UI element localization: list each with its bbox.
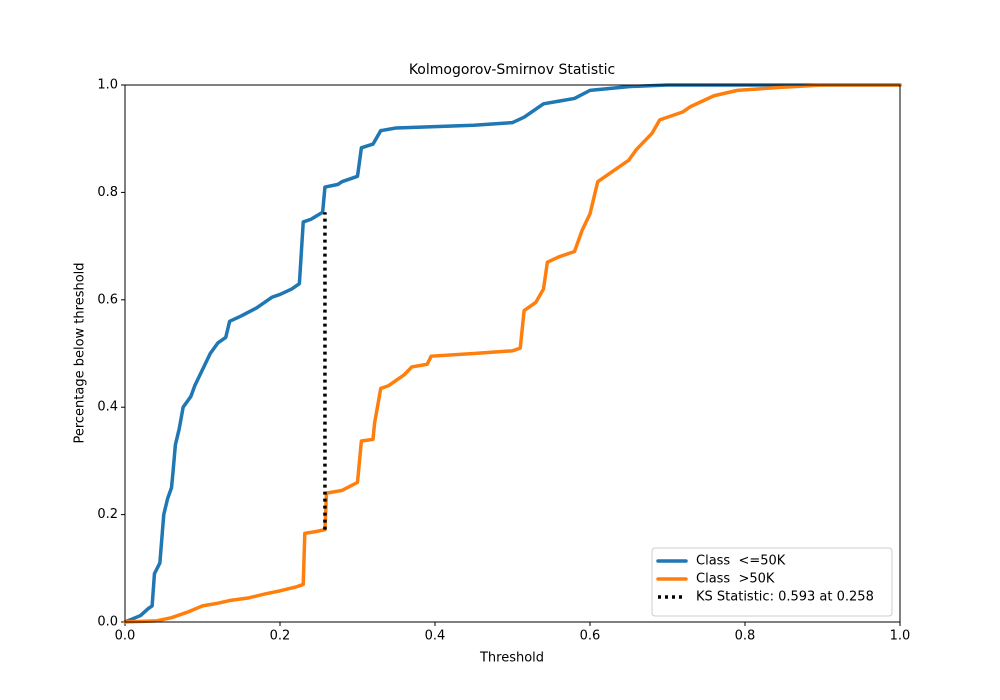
legend-label: Class <=50K <box>696 554 786 569</box>
x-axis-label: Threshold <box>479 651 544 666</box>
y-tick-label: 0.8 <box>97 185 118 200</box>
x-tick-label: 0.8 <box>735 629 756 644</box>
x-tick-label: 0.4 <box>425 629 446 644</box>
y-axis-label: Percentage below threshold <box>73 262 88 443</box>
x-tick-label: 0.6 <box>580 629 601 644</box>
x-tick-label: 0.0 <box>115 629 136 644</box>
y-tick-label: 0.0 <box>97 615 118 630</box>
y-tick-label: 0.2 <box>97 507 118 522</box>
legend-label: KS Statistic: 0.593 at 0.258 <box>696 590 874 605</box>
y-tick-label: 1.0 <box>97 78 118 93</box>
chart-title: Kolmogorov-Smirnov Statistic <box>409 62 615 78</box>
axes-frame <box>124 84 901 623</box>
x-tick-label: 1.0 <box>890 629 911 644</box>
y-tick-label: 0.4 <box>97 400 118 415</box>
series-line <box>123 83 902 624</box>
x-tick-label: 0.2 <box>270 629 291 644</box>
y-tick-label: 0.6 <box>97 292 118 307</box>
series-line <box>123 83 902 624</box>
legend-box <box>651 547 893 617</box>
legend-label: Class >50K <box>696 572 775 587</box>
